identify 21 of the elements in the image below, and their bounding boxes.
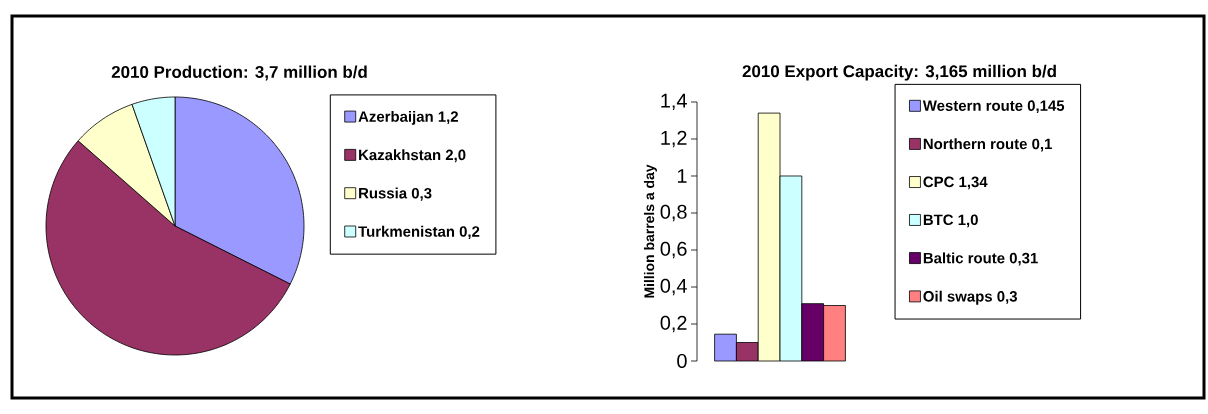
legend-label: Oil swaps 0,3: [923, 290, 1017, 305]
legend-label: BTC 1,0: [923, 214, 978, 228]
legend-label: Turkmenistan 0,2: [358, 225, 480, 239]
y-tick-label: 1,4: [661, 93, 687, 111]
y-tick-label: 1,2: [661, 130, 687, 148]
legend-label: Kazakhstan 2,0: [359, 149, 466, 163]
y-tick-label: 0,4: [660, 278, 687, 296]
legend-label: Azerbaijan 1,2: [358, 110, 458, 125]
legend-label: Russia 0,3: [359, 187, 432, 201]
legend-label: CPC 1,34: [923, 176, 988, 190]
y-tick-label: 0,6: [660, 241, 687, 259]
y-tick-label: 0,8: [660, 204, 687, 222]
legend-label: Western route 0,145: [922, 100, 1065, 114]
y-tick-label: 0: [677, 353, 687, 369]
y-tick-label: 1: [677, 169, 687, 183]
y-axis-title: Million barrels a day: [643, 164, 657, 298]
text: 2010 Export Capacity: 3,165 million b/d: [742, 64, 1056, 81]
y-tick-label: 0,2: [660, 315, 687, 333]
chart-title: 2010 Production: 3,7 million b/d: [111, 65, 367, 81]
legend-label: Northern route 0,1: [923, 138, 1052, 152]
legend-label: Baltic route 0,31: [923, 252, 1038, 266]
